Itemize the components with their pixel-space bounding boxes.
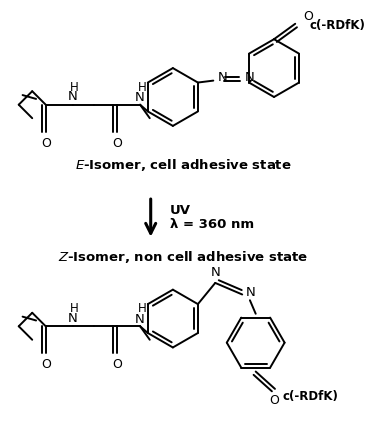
Text: UV: UV bbox=[170, 204, 191, 217]
Text: $\mathit{E}$-Isomer, cell adhesive state: $\mathit{E}$-Isomer, cell adhesive state bbox=[75, 157, 291, 173]
Text: λ = 360 nm: λ = 360 nm bbox=[170, 218, 254, 231]
Text: N: N bbox=[135, 313, 145, 326]
Text: H: H bbox=[70, 81, 79, 94]
Text: N: N bbox=[210, 266, 220, 279]
Text: N: N bbox=[68, 312, 78, 325]
Text: O: O bbox=[112, 358, 122, 371]
Text: c(-RDfK): c(-RDfK) bbox=[283, 390, 339, 403]
Text: O: O bbox=[41, 358, 51, 371]
Text: N: N bbox=[135, 92, 145, 105]
Text: H: H bbox=[70, 303, 79, 316]
Text: N: N bbox=[68, 90, 78, 104]
Text: O: O bbox=[303, 9, 313, 22]
Text: O: O bbox=[41, 137, 51, 150]
Text: O: O bbox=[112, 137, 122, 150]
Text: N: N bbox=[245, 71, 255, 84]
Text: N: N bbox=[246, 286, 256, 299]
Text: c(-RDfK): c(-RDfK) bbox=[310, 19, 366, 32]
Text: H: H bbox=[138, 303, 146, 316]
Text: H: H bbox=[138, 81, 146, 94]
Text: N: N bbox=[218, 71, 228, 84]
Text: O: O bbox=[269, 394, 279, 407]
Text: $\mathit{Z}$-Isomer, non cell adhesive state: $\mathit{Z}$-Isomer, non cell adhesive s… bbox=[58, 249, 308, 265]
